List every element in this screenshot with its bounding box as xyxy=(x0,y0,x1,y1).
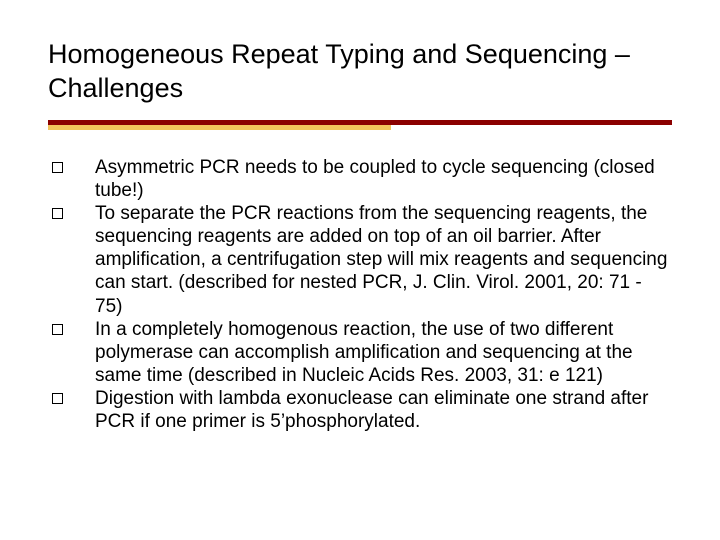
list-item: Asymmetric PCR needs to be coupled to cy… xyxy=(48,156,672,202)
slide-title: Homogeneous Repeat Typing and Sequencing… xyxy=(48,38,672,106)
square-bullet-icon xyxy=(52,208,63,219)
list-item-text: Digestion with lambda exonuclease can el… xyxy=(95,387,672,433)
square-bullet-icon xyxy=(52,393,63,404)
square-bullet-icon xyxy=(52,324,63,335)
bullet-list: Asymmetric PCR needs to be coupled to cy… xyxy=(48,156,672,434)
square-bullet-icon xyxy=(52,162,63,173)
title-underline xyxy=(48,120,672,130)
list-item-text: Asymmetric PCR needs to be coupled to cy… xyxy=(95,156,672,202)
list-item: To separate the PCR reactions from the s… xyxy=(48,202,672,318)
list-item-text: To separate the PCR reactions from the s… xyxy=(95,202,672,318)
list-item: In a completely homogenous reaction, the… xyxy=(48,318,672,388)
rule-bottom-bar xyxy=(48,125,391,130)
list-item: Digestion with lambda exonuclease can el… xyxy=(48,387,672,433)
list-item-text: In a completely homogenous reaction, the… xyxy=(95,318,672,388)
